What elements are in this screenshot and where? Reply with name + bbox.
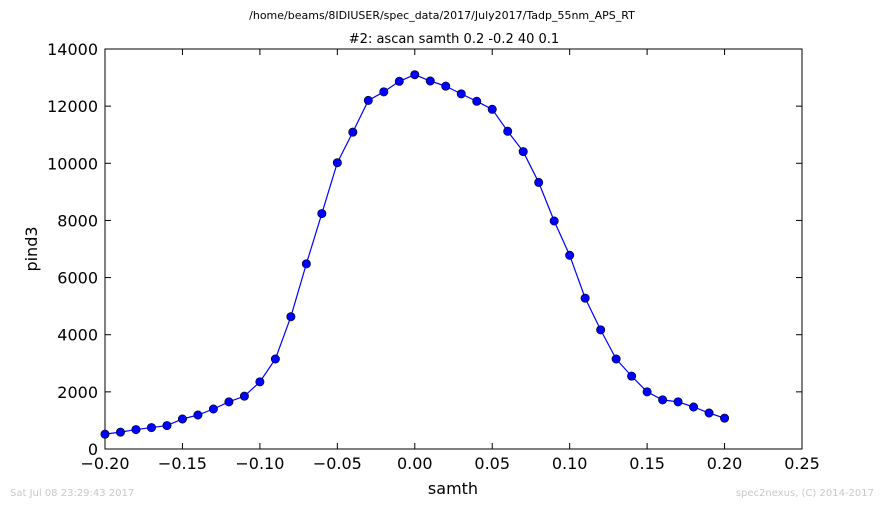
data-point: [224, 397, 234, 407]
footer-credit: spec2nexus, (C) 2014-2017: [735, 488, 874, 499]
y-tick-label: 12000: [47, 97, 98, 116]
data-point: [146, 423, 156, 433]
x-tick-label: 0.20: [707, 454, 743, 473]
data-point: [193, 410, 203, 420]
x-tick-label: 0.25: [784, 454, 820, 473]
data-point: [239, 391, 249, 401]
x-tick-label: −0.15: [158, 454, 207, 473]
data-point: [363, 95, 373, 105]
y-axis: 0 2000 4000 6000 8000 10000 12000 14000: [47, 40, 802, 459]
x-tick-label: 0.15: [629, 454, 665, 473]
y-tick-label: 2000: [57, 383, 98, 402]
data-point: [286, 312, 296, 322]
data-point: [565, 250, 575, 260]
data-point: [131, 425, 141, 435]
y-tick-label: 6000: [57, 269, 98, 288]
data-point: [317, 209, 327, 219]
data-point: [162, 421, 172, 431]
data-point: [301, 259, 311, 269]
data-point: [115, 427, 125, 437]
data-point: [580, 293, 590, 303]
data-point: [658, 395, 668, 405]
y-tick-label: 0: [88, 440, 98, 459]
data-point: [410, 70, 420, 80]
data-point: [332, 158, 342, 168]
x-axis: −0.20 −0.15 −0.10 −0.05 0.00 0.05 0.10 0.15 0.20…: [80, 49, 820, 473]
data-point: [549, 216, 559, 226]
data-point: [255, 377, 265, 387]
x-tick-label: 0.05: [474, 454, 510, 473]
y-axis-label: pind3: [22, 226, 41, 271]
data-point: [487, 104, 497, 114]
data-point: [472, 96, 482, 106]
data-point: [441, 81, 451, 91]
x-tick-label: −0.05: [313, 454, 362, 473]
y-tick-label: 8000: [57, 211, 98, 230]
plot-area: [104, 48, 803, 450]
y-tick-label: 10000: [47, 154, 98, 173]
data-point: [534, 177, 544, 187]
data-point: [379, 87, 389, 97]
chart-suptitle: /home/beams/8IDIUSER/spec_data/2017/July…: [249, 9, 635, 22]
data-point: [642, 387, 652, 397]
x-axis-label: samth: [428, 479, 478, 498]
data-point: [208, 404, 218, 414]
data-point: [425, 76, 435, 86]
data-point: [177, 414, 187, 424]
y-tick-label: 4000: [57, 326, 98, 345]
data-point: [720, 413, 730, 423]
data-point: [518, 147, 528, 157]
data-point: [456, 89, 466, 99]
x-tick-label: 0.10: [552, 454, 588, 473]
x-tick-label: −0.20: [80, 454, 129, 473]
data-point: [689, 402, 699, 412]
data-point: [348, 127, 358, 137]
data-point: [704, 408, 714, 418]
data-point: [596, 325, 606, 335]
data-point: [673, 397, 683, 407]
data-point: [611, 354, 621, 364]
data-point: [394, 76, 404, 86]
data-point: [100, 429, 110, 439]
data-point: [270, 354, 280, 364]
y-tick-label: 14000: [47, 40, 98, 59]
chart-title: #2: ascan samth 0.2 -0.2 40 0.1: [349, 32, 559, 47]
series-layer: [100, 70, 730, 439]
data-point: [627, 371, 637, 381]
data-point: [503, 126, 513, 136]
x-tick-label: −0.10: [235, 454, 284, 473]
x-tick-label: 0.00: [397, 454, 433, 473]
footer-timestamp: Sat Jul 08 23:29:43 2017: [10, 488, 135, 499]
